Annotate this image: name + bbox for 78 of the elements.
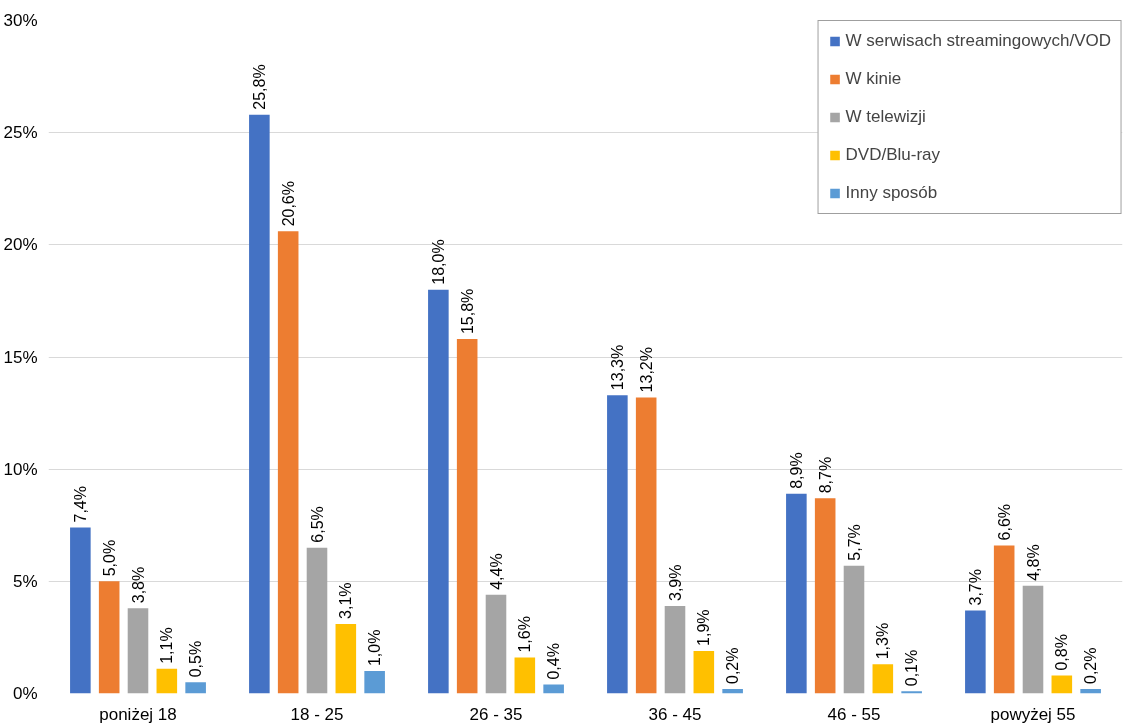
y-tick-label: 30% (3, 11, 38, 30)
legend-label: W telewizji (845, 107, 926, 127)
bar (607, 395, 628, 694)
x-tick-label: powyżej 55 (990, 704, 1076, 724)
x-tick-label: 36 - 45 (648, 704, 702, 724)
x-tick-label: 46 - 55 (827, 704, 881, 724)
x-tick-label: poniżej 18 (99, 704, 177, 724)
data-label: 6,5% (308, 506, 326, 543)
y-tick-label: 0% (12, 684, 38, 703)
data-label: 7,4% (71, 486, 89, 523)
bar (1051, 675, 1073, 694)
data-label: 15,8% (458, 288, 476, 335)
bar (965, 610, 986, 694)
bar (722, 689, 743, 694)
bar (277, 231, 299, 694)
data-label: 4,4% (487, 553, 505, 590)
x-tick-label: 18 - 25 (290, 704, 344, 724)
bar (70, 527, 91, 694)
y-tick-label: 25% (3, 123, 38, 143)
y-tick-label: 20% (3, 235, 38, 255)
bar (843, 565, 865, 694)
legend-label: DVD/Blu-ray (845, 145, 940, 165)
data-label: 3,7% (966, 569, 984, 606)
y-tick-label: 10% (3, 459, 38, 479)
data-label: 4,8% (1024, 544, 1042, 581)
bar (664, 606, 686, 694)
bar (872, 664, 894, 694)
data-label: 0,4% (545, 643, 563, 680)
data-label: 6,6% (995, 503, 1013, 541)
data-label: 8,9% (787, 452, 805, 489)
bar (693, 650, 715, 694)
bar (1080, 689, 1101, 694)
data-label: 0,1% (903, 649, 921, 687)
bar (98, 581, 120, 694)
bar (514, 657, 536, 694)
bar (901, 691, 922, 694)
data-label: 1,6% (516, 616, 534, 653)
bar (635, 397, 657, 694)
bar (456, 339, 478, 694)
data-label: 0,8% (1053, 634, 1071, 671)
bar (428, 289, 449, 694)
bar (993, 545, 1015, 694)
data-label: 13,2% (637, 347, 655, 393)
legend-label: Inny sposób (845, 183, 938, 203)
y-tick-label: 15% (3, 347, 38, 367)
data-label: 1,1% (158, 627, 176, 664)
bar (185, 682, 206, 694)
y-tick-label: 5% (12, 571, 38, 591)
legend-label: W serwisach streamingowych/VOD (845, 31, 1111, 51)
data-label: 5,7% (845, 524, 863, 561)
data-label: 0,5% (187, 640, 205, 678)
bar (249, 114, 270, 694)
data-label: 18,0% (429, 239, 447, 285)
data-label: 0,2% (1082, 647, 1100, 685)
data-label: 13,3% (608, 344, 626, 391)
bar (335, 623, 357, 694)
data-label: 5,0% (100, 539, 118, 577)
data-label: 25,8% (250, 64, 268, 110)
data-label: 1,3% (874, 622, 892, 660)
legend-label: W kinie (845, 69, 902, 89)
bar (364, 671, 385, 694)
data-label: 1,0% (366, 629, 384, 667)
bar (814, 498, 836, 694)
data-label: 3,9% (666, 564, 684, 602)
bar (786, 493, 807, 694)
x-tick-label: 26 - 35 (469, 704, 523, 724)
data-label: 3,1% (337, 582, 355, 619)
data-label: 20,6% (279, 181, 297, 227)
data-label: 8,7% (816, 456, 834, 494)
bar (543, 684, 564, 694)
data-label: 1,9% (695, 609, 713, 646)
bar (485, 594, 507, 694)
data-label: 3,8% (129, 566, 147, 604)
bar (306, 547, 328, 694)
data-label: 0,2% (724, 647, 742, 685)
bar (156, 668, 178, 694)
bar (1022, 585, 1044, 694)
bar (127, 608, 149, 694)
